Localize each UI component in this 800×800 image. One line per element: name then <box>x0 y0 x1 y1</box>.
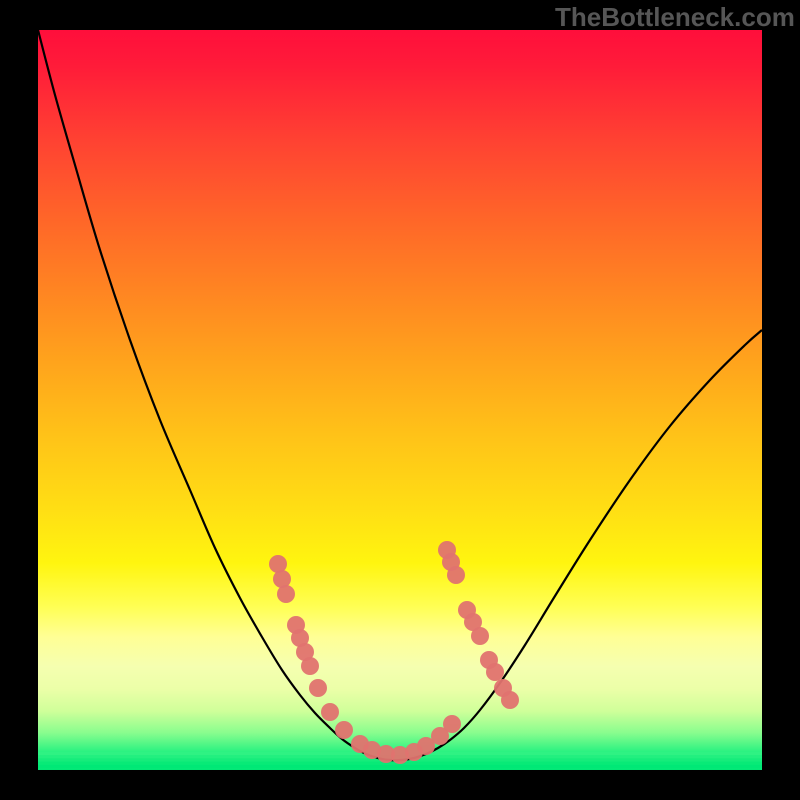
data-dot <box>277 585 295 603</box>
data-dot <box>486 663 504 681</box>
data-dot <box>301 657 319 675</box>
data-dot <box>321 703 339 721</box>
data-dot <box>335 721 353 739</box>
watermark-label: TheBottleneck.com <box>555 2 795 33</box>
data-dot <box>309 679 327 697</box>
bottleneck-chart <box>0 0 800 800</box>
data-dot <box>501 691 519 709</box>
data-dot <box>447 566 465 584</box>
data-dot <box>471 627 489 645</box>
plot-background <box>38 30 762 770</box>
data-dot <box>443 715 461 733</box>
